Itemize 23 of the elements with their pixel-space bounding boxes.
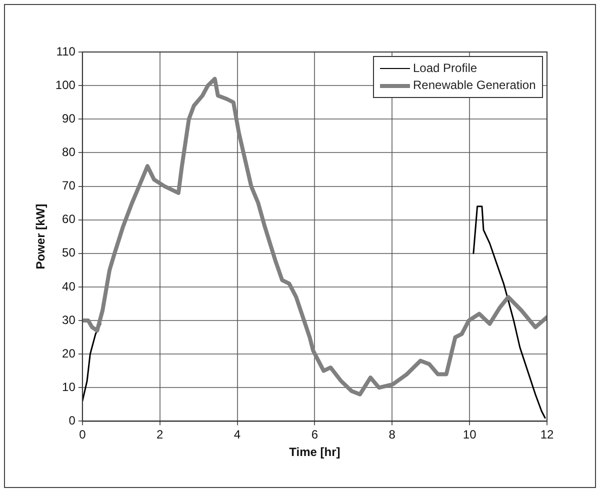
y-tick-label: 20	[62, 346, 76, 360]
y-tick-label: 110	[56, 44, 76, 58]
y-tick-label: 10	[62, 380, 76, 394]
x-axis-title: Time [hr]	[289, 445, 340, 460]
y-tick-label: 0	[68, 414, 76, 428]
y-tick-label: 40	[62, 279, 76, 294]
x-tick-label: 0	[79, 428, 86, 442]
x-tick-label: 6	[311, 428, 318, 442]
y-tick-label: 50	[62, 246, 76, 260]
y-tick-label: 90	[62, 111, 76, 126]
y-tick-label: 30	[62, 312, 76, 327]
x-tick-label: 10	[462, 428, 477, 442]
legend-label: Renewable Generation	[413, 77, 536, 94]
x-tick-label: 2	[156, 428, 164, 442]
y-tick-label: 100	[55, 78, 76, 92]
y-axis-title: Power [kW]	[34, 204, 48, 270]
x-tick-label: 4	[234, 428, 241, 442]
x-tick-label: 12	[540, 428, 554, 442]
y-tick-label: 70	[62, 178, 76, 193]
legend-label: Load Profile	[413, 60, 478, 77]
y-tick-label: 80	[62, 145, 76, 160]
y-tick-label: 60	[62, 212, 76, 226]
x-tick-label: 8	[388, 428, 396, 442]
